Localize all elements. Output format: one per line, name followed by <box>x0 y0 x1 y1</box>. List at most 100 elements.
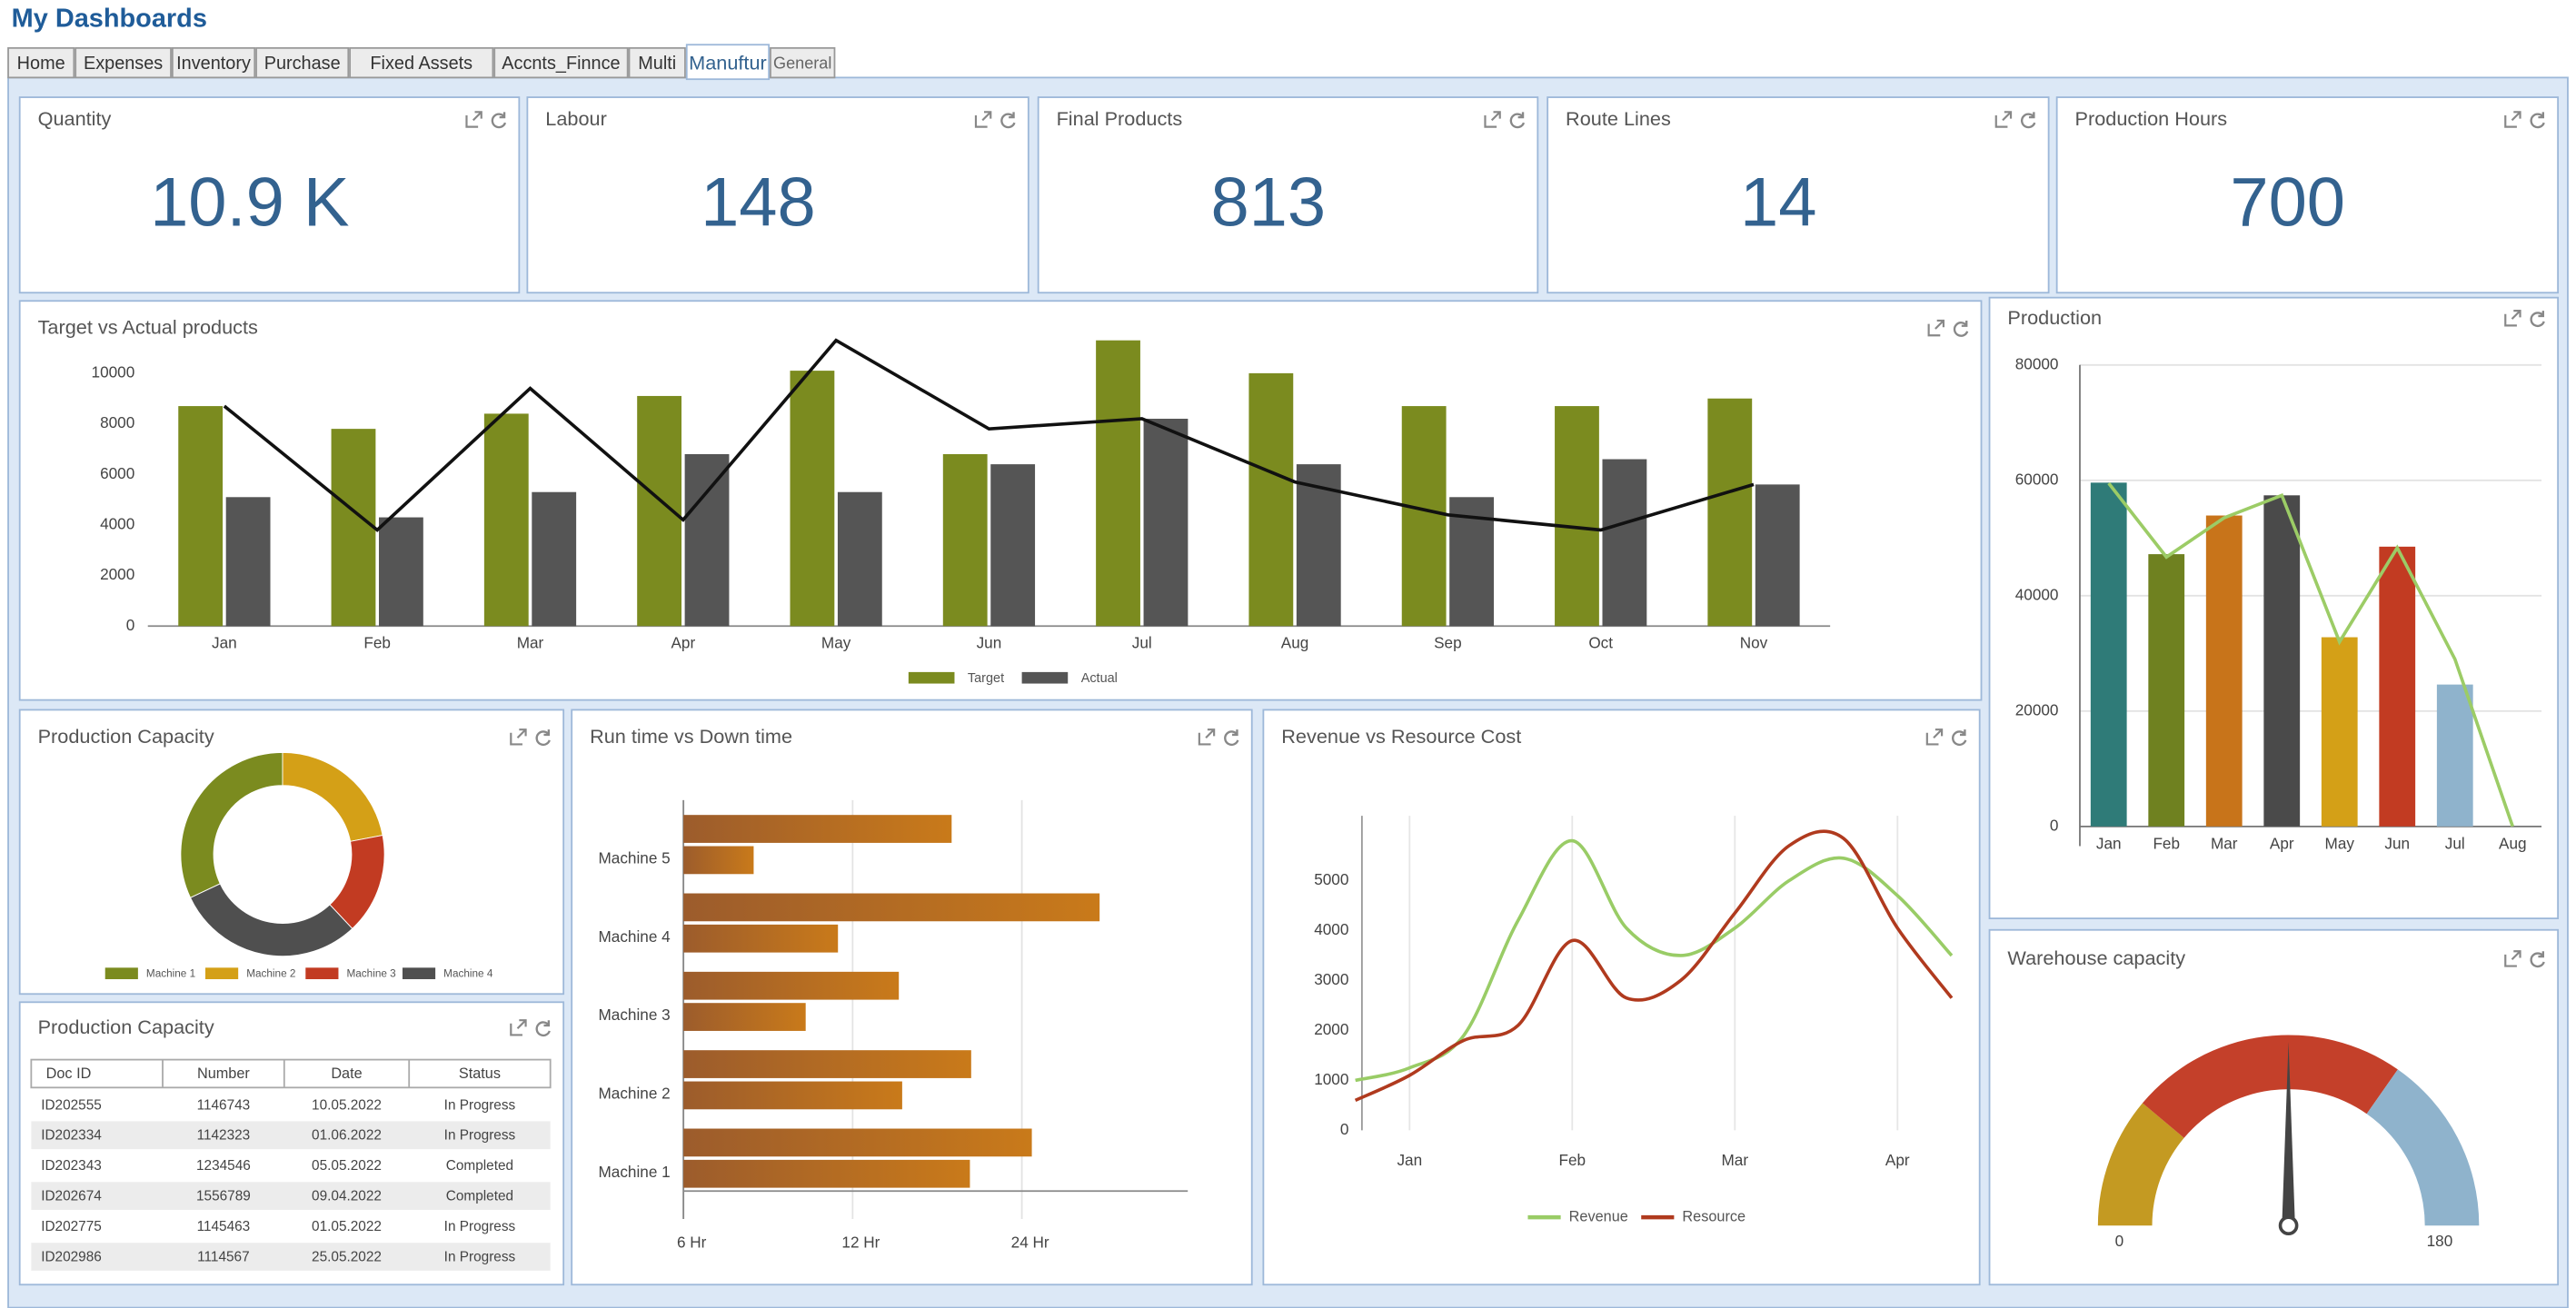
y-tick-label: 6000 <box>100 464 134 482</box>
panel-title: Revenue vs Resource Cost <box>1281 725 1521 748</box>
tab[interactable]: Fixed Assets <box>349 46 494 79</box>
open-icon[interactable] <box>1484 111 1501 128</box>
gauge-hub <box>2278 1215 2299 1236</box>
open-icon[interactable] <box>2504 310 2521 327</box>
open-icon[interactable] <box>1994 111 2013 128</box>
y-tick-label: Machine 5 <box>599 849 671 867</box>
tab[interactable]: Multi <box>628 46 686 79</box>
table-cell: ID202334 <box>41 1128 102 1144</box>
open-icon[interactable] <box>465 111 482 128</box>
y-tick-label: Machine 4 <box>599 927 671 946</box>
open-icon[interactable] <box>510 728 527 746</box>
y-tick-label: 2000 <box>1314 1020 1348 1038</box>
column-header: Doc ID <box>46 1065 92 1082</box>
x-tick-label: Aug <box>2499 834 2527 852</box>
tab-label: Home <box>17 54 65 74</box>
tab[interactable]: General <box>770 46 836 79</box>
tab[interactable]: Manuftur <box>685 44 771 81</box>
x-tick-label: May <box>821 634 851 652</box>
y-tick-label: 8000 <box>100 413 134 431</box>
refresh-icon[interactable] <box>2530 951 2545 968</box>
tab-background <box>171 46 256 79</box>
tab-background <box>7 46 75 79</box>
x-tick-label: Apr <box>1885 1151 1910 1169</box>
legend-swatch <box>1021 671 1069 684</box>
tab[interactable]: Home <box>7 46 75 79</box>
tab[interactable]: Expenses <box>75 46 172 79</box>
open-icon[interactable] <box>1927 319 1944 337</box>
panel <box>18 96 521 294</box>
y-tick-label: 0 <box>2050 816 2059 834</box>
open-icon[interactable] <box>510 1019 527 1036</box>
open-icon[interactable] <box>1198 728 1216 746</box>
panel <box>1037 96 1539 294</box>
refresh-icon[interactable] <box>1000 112 1016 129</box>
refresh-icon[interactable] <box>1953 320 1969 337</box>
table-cell: ID202674 <box>41 1189 102 1204</box>
bar <box>2148 554 2185 827</box>
line <box>1355 838 1954 1083</box>
refresh-icon[interactable] <box>535 729 551 747</box>
open-icon[interactable] <box>2504 111 2521 128</box>
legend-label: Machine 3 <box>346 968 396 980</box>
bar <box>1602 459 1647 627</box>
panel-title: Production Capacity <box>38 725 214 748</box>
open-icon-shape <box>510 728 527 746</box>
refresh-icon[interactable] <box>1509 112 1526 129</box>
bar <box>683 1050 971 1078</box>
refresh-icon[interactable] <box>1952 729 1967 747</box>
table-cell: In Progress <box>444 1097 516 1113</box>
tab[interactable]: Accnts_Finnce <box>493 46 629 79</box>
x-tick-label: Mar <box>517 634 544 652</box>
refresh-icon-shape <box>535 1020 551 1037</box>
tab-background <box>770 46 836 79</box>
refresh-icon[interactable] <box>2021 112 2036 129</box>
refresh-icon[interactable] <box>2530 311 2545 328</box>
bar <box>1707 398 1753 627</box>
y-tick-label: 80000 <box>2015 354 2059 372</box>
row-background <box>31 1121 551 1150</box>
open-icon[interactable] <box>2504 950 2521 967</box>
refresh-icon-shape <box>1509 112 1526 129</box>
legend-label: Revenue <box>1569 1208 1628 1224</box>
table-cell: 05.05.2022 <box>312 1158 382 1174</box>
table-cell: 1146743 <box>197 1097 251 1113</box>
tab-label: General <box>773 54 831 73</box>
refresh-icon-shape <box>2530 951 2545 968</box>
bar <box>683 1128 1032 1157</box>
refresh-icon[interactable] <box>1224 729 1239 747</box>
tab-background <box>75 46 172 79</box>
tab-label: Purchase <box>264 54 341 74</box>
x-tick-label: Feb <box>2153 834 2180 852</box>
tab-background <box>685 44 771 81</box>
open-icon[interactable] <box>974 111 992 128</box>
bar <box>1096 340 1140 627</box>
legend-label: Target <box>968 671 1004 686</box>
x-tick-label: Feb <box>363 634 391 652</box>
kpi-value: 700 <box>2230 164 2345 241</box>
refresh-icon[interactable] <box>535 1020 551 1037</box>
bar <box>2263 495 2301 827</box>
open-icon[interactable] <box>1925 728 1944 746</box>
y-tick-label: Machine 2 <box>599 1085 671 1103</box>
bar <box>683 1159 970 1188</box>
table-cell: In Progress <box>444 1219 516 1234</box>
bar <box>942 453 988 627</box>
panel <box>571 708 1253 1286</box>
tab[interactable]: Inventory <box>171 46 256 79</box>
refresh-icon[interactable] <box>491 112 507 129</box>
refresh-icon[interactable] <box>2530 112 2545 129</box>
legend-label: Actual <box>1081 671 1118 686</box>
tab[interactable]: Purchase <box>255 46 350 79</box>
refresh-icon-shape <box>2530 311 2545 328</box>
tab-background <box>255 46 350 79</box>
bar <box>990 464 1036 627</box>
gauge-band <box>2097 1103 2184 1226</box>
column-header: Date <box>331 1065 362 1082</box>
panel <box>2055 96 2560 294</box>
x-tick-label: Mar <box>2211 834 2238 852</box>
x-tick-label: Apr <box>671 634 695 652</box>
bar <box>683 846 754 875</box>
bar <box>2090 482 2127 827</box>
kpi-value: 10.9 K <box>150 164 349 241</box>
